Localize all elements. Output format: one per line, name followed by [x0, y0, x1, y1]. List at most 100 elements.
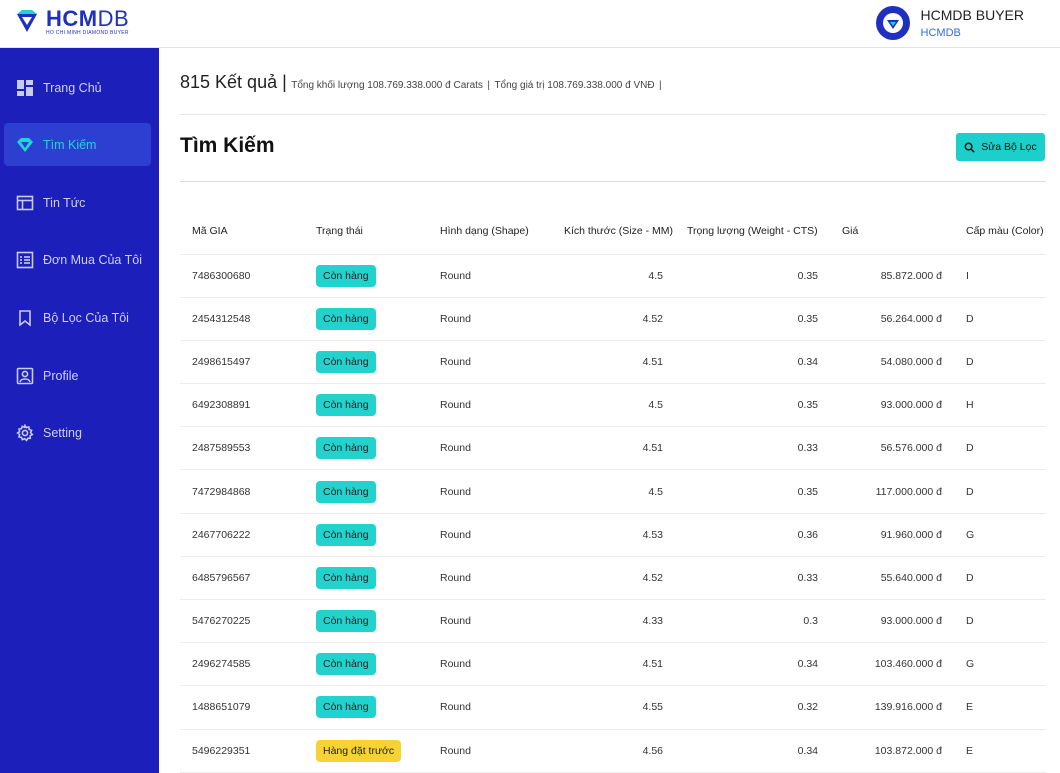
table-row[interactable]: 5496229351 Hàng đặt trước Round 4.56 0.34 103… [180, 729, 1046, 773]
sidebar-item-tin-tuc[interactable]: Tin Tức [4, 181, 151, 224]
sidebar-item-label: Setting [43, 425, 82, 440]
status-badge: Còn hàng [316, 480, 376, 503]
sidebar-item-tim-kiem[interactable]: Tìm Kiếm [4, 123, 151, 166]
table-row[interactable]: 2496274585 Còn hàng Round 4.51 0.34 103.460.0… [180, 642, 1046, 687]
user-menu[interactable]: HCMDB BUYER HCMDB [875, 6, 1024, 40]
main-content: 815 Kết quả | Tổng khối lượng 108.769.33… [159, 48, 1060, 773]
status-badge: Còn hàng [316, 350, 376, 373]
table-row[interactable]: 2498615497 Còn hàng Round 4.51 0.34 54.080.00… [180, 340, 1046, 385]
column-header-size[interactable]: Kích thước (Size - MM) [552, 208, 675, 255]
table-row[interactable]: 1488651079 Còn hàng Round 4.55 0.32 139.916.0… [180, 685, 1046, 730]
shape-cell: Round [428, 297, 552, 341]
bookmark-icon [16, 309, 34, 327]
table-row[interactable]: 7472984868 Còn hàng Round 4.5 0.35 117.000.00… [180, 469, 1046, 514]
size-cell: 4.52 [552, 556, 675, 601]
column-header-color[interactable]: Cấp màu (Color) [954, 208, 1046, 255]
color-grade-cell: E [954, 685, 1046, 730]
status-cell: Còn hàng [304, 599, 428, 644]
table-row[interactable]: 2454312548 Còn hàng Round 4.52 0.35 56.264.00… [180, 297, 1046, 341]
results-table: Mã GIA Trạng thái Hình dạng (Shape) Kích… [180, 208, 1046, 773]
top-bar: HCMDB HO CHI MINH DIAMOND BUYER HCMDB BU… [0, 0, 1060, 48]
color-grade-cell: D [954, 556, 1046, 601]
weight-cell: 0.35 [675, 469, 830, 514]
shape-cell: Round [428, 729, 552, 773]
color-grade-cell: D [954, 297, 1046, 341]
gia-code-cell: 6492308891 [180, 383, 304, 428]
table-row[interactable]: 2487589553 Còn hàng Round 4.51 0.33 56.576.00… [180, 426, 1046, 471]
logo-wordmark: HCMDB [46, 6, 130, 31]
weight-cell: 0.34 [675, 729, 830, 773]
price-cell: 85.872.000 đ [830, 254, 954, 298]
status-badge: Còn hàng [316, 523, 376, 546]
size-cell: 4.51 [552, 426, 675, 471]
user-name: HCMDB BUYER [920, 7, 1024, 23]
table-row[interactable]: 5476270225 Còn hàng Round 4.33 0.3 93.000.000… [180, 599, 1046, 644]
status-badge: Còn hàng [316, 307, 376, 330]
column-header-shape[interactable]: Hình dạng (Shape) [428, 208, 552, 255]
column-header-price[interactable]: Giá [830, 208, 954, 255]
profile-icon [16, 367, 34, 385]
weight-cell: 0.34 [675, 340, 830, 385]
size-cell: 4.53 [552, 513, 675, 557]
gia-code-cell: 2487589553 [180, 426, 304, 471]
gia-code-cell: 5476270225 [180, 599, 304, 644]
shape-cell: Round [428, 599, 552, 644]
weight-cell: 0.33 [675, 556, 830, 601]
column-header-weight[interactable]: Trọng lượng (Weight - CTS) [675, 208, 830, 255]
size-cell: 4.5 [552, 383, 675, 428]
app-logo[interactable]: HCMDB HO CHI MINH DIAMOND BUYER [14, 8, 129, 36]
gia-code-cell: 2498615497 [180, 340, 304, 385]
shape-cell: Round [428, 340, 552, 385]
sidebar-item-setting[interactable]: Setting [4, 411, 151, 454]
color-grade-cell: G [954, 642, 1046, 687]
sidebar-item-don-mua[interactable]: Đơn Mua Của Tôi [4, 238, 151, 281]
size-cell: 4.55 [552, 685, 675, 730]
price-cell: 103.460.000 đ [830, 642, 954, 687]
color-grade-cell: D [954, 599, 1046, 644]
diamond-logo-icon [17, 10, 37, 32]
gia-code-cell: 7472984868 [180, 469, 304, 514]
sidebar-item-bo-loc[interactable]: Bộ Lọc Của Tôi [4, 296, 151, 339]
shape-cell: Round [428, 383, 552, 428]
logo-tagline: HO CHI MINH DIAMOND BUYER [46, 30, 129, 36]
color-grade-cell: H [954, 383, 1046, 428]
diamond-icon [16, 136, 34, 154]
shape-cell: Round [428, 426, 552, 471]
search-icon [964, 142, 975, 153]
table-row[interactable]: 6485796567 Còn hàng Round 4.52 0.33 55.640.00… [180, 556, 1046, 601]
shape-cell: Round [428, 513, 552, 557]
sidebar-item-trang-chu[interactable]: Trang Chủ [4, 66, 151, 109]
status-cell: Hàng đặt trước [304, 729, 428, 773]
column-header-status[interactable]: Trạng thái [304, 208, 428, 255]
weight-cell: 0.3 [675, 599, 830, 644]
price-cell: 54.080.000 đ [830, 340, 954, 385]
color-grade-cell: D [954, 426, 1046, 471]
color-grade-cell: G [954, 513, 1046, 557]
status-badge: Còn hàng [316, 264, 376, 287]
page-title: Tìm Kiếm [180, 134, 275, 157]
status-cell: Còn hàng [304, 469, 428, 514]
edit-filter-button[interactable]: Sửa Bộ Lọc [956, 133, 1045, 161]
table-row[interactable]: 7486300680 Còn hàng Round 4.5 0.35 85.872.000… [180, 254, 1046, 298]
table-row[interactable]: 2467706222 Còn hàng Round 4.53 0.36 91.960.00… [180, 513, 1046, 557]
status-cell: Còn hàng [304, 642, 428, 687]
status-cell: Còn hàng [304, 426, 428, 471]
color-grade-cell: E [954, 729, 1046, 773]
price-cell: 56.576.000 đ [830, 426, 954, 471]
sidebar-item-label: Tin Tức [43, 195, 86, 210]
sidebar-item-label: Tìm Kiếm [43, 137, 97, 152]
table-row[interactable]: 6492308891 Còn hàng Round 4.5 0.35 93.000.000… [180, 383, 1046, 428]
status-badge: Còn hàng [316, 610, 376, 633]
sidebar-item-profile[interactable]: Profile [4, 354, 151, 397]
order-list-icon [16, 251, 34, 269]
price-cell: 56.264.000 đ [830, 297, 954, 341]
gia-code-cell: 5496229351 [180, 729, 304, 773]
column-header-gia[interactable]: Mã GIA [180, 208, 304, 255]
gia-code-cell: 2454312548 [180, 297, 304, 341]
total-value: Tổng giá trị 108.769.338.000 đ VNĐ [494, 80, 655, 91]
weight-cell: 0.35 [675, 254, 830, 298]
shape-cell: Round [428, 685, 552, 730]
status-badge: Hàng đặt trước [316, 739, 402, 762]
status-cell: Còn hàng [304, 254, 428, 298]
size-cell: 4.52 [552, 297, 675, 341]
